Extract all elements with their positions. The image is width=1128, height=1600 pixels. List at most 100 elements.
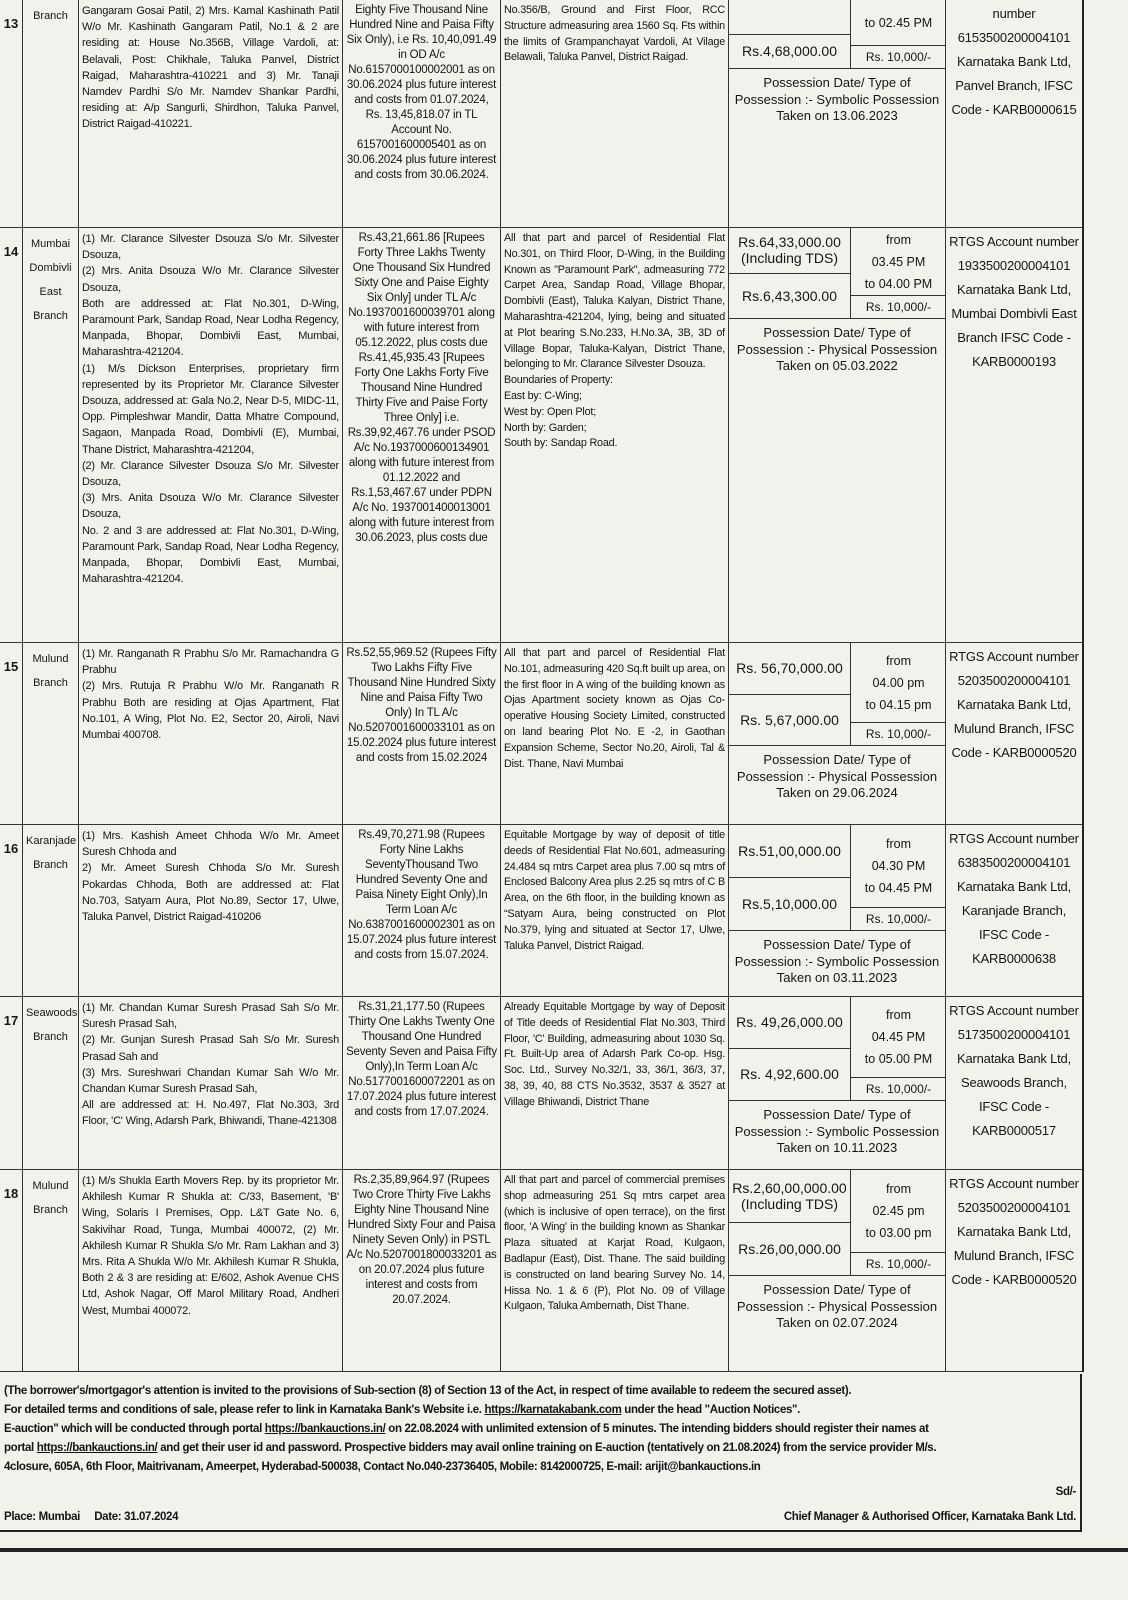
borrower-details: (1) Mrs. Kashish Ameet Chhoda W/o Mr. Am… — [78, 825, 342, 996]
auction-time-to: to 02.45 PM — [864, 15, 933, 30]
emd-cell: Rs.26,00,000.00 — [729, 1223, 850, 1275]
reserve-time-possession: Rs.4,68,000.00 to 02.45 PM Rs. 10,000/- Pos… — [728, 0, 945, 227]
price-block: Rs. 56,70,000.00 Rs. 5,67,000.00 — [729, 643, 851, 745]
auction-terms: Rs. 56,70,000.00 Rs. 5,67,000.00 from 04.00… — [729, 643, 945, 746]
auction-time-from-label: from — [886, 232, 911, 247]
emd-cell: Rs.6,43,300.00 — [729, 274, 850, 319]
signature-mark: Sd/- — [1055, 1486, 1077, 1498]
auction-time-from: 04.00 pm — [872, 675, 925, 690]
auction-time-from: 04.45 PM — [871, 1030, 926, 1044]
borrower-details: (1) Mr. Ranganath R Prabhu S/o Mr. Ramac… — [78, 643, 342, 824]
serial-number: 13 — [3, 16, 19, 31]
time-block: from 04.45 PM to 05.00 PM Rs. 10,000/- — [851, 997, 945, 1100]
time-block: to 02.45 PM Rs. 10,000/- — [851, 0, 945, 68]
reserve-time-possession: Rs. 49,26,000.00 Rs. 4,92,600.00 from 04.45… — [728, 997, 945, 1169]
rtgs-account-details: RTGS Account number 6383500200004101 Kar… — [945, 825, 1082, 996]
table-row: 14 Mumbai Dombivli East Branch (1) Mr. Cla… — [0, 228, 1082, 643]
property-description: All that part and parcel of commercial p… — [500, 1170, 728, 1371]
bankauctions-portal-link[interactable]: https://bankauctions.in/ — [36, 1442, 158, 1454]
price-block: Rs.2,60,00,000.00 (Including TDS) Rs.26,00… — [729, 1170, 851, 1275]
possession-details: Possession Date/ Type of Possession :- S… — [734, 75, 940, 123]
auction-time-from-label: from — [886, 1008, 911, 1022]
auction-terms: Rs.51,00,000.00 Rs.5,10,000.00 from 04.30 P… — [729, 825, 945, 931]
eauction-text: E-auction" which will be conducted throu… — [4, 1423, 265, 1435]
auction-time-from: 04.30 PM — [871, 859, 926, 873]
reserve-price-note: (Including TDS) — [740, 250, 838, 267]
auction-time-from-label: from — [886, 1182, 911, 1196]
time-block: from 04.30 PM to 04.45 PM Rs. 10,000/- — [851, 825, 945, 930]
bid-increment: Rs. 10,000/- — [851, 907, 945, 930]
possession-details: Possession Date/ Type of Possession :- P… — [736, 752, 938, 800]
rtgs-account-details: RTGS Account number 5203500200004101 Kar… — [945, 643, 1082, 824]
reserve-price-cell — [729, 0, 850, 35]
earnest-money-deposit: Rs.4,68,000.00 — [742, 43, 837, 60]
branch-name: Mulund Branch — [22, 643, 78, 824]
outstanding-dues: Rs.43,21,661.86 [Rupees Forty Three Lakh… — [342, 228, 500, 642]
time-block: from 04.00 pm to 04.15 pm Rs. 10,000/- — [851, 643, 945, 745]
auction-time: from 02.45 pm to 03.00 pm — [851, 1170, 945, 1252]
eauction-line: E-auction" which will be conducted throu… — [4, 1420, 1076, 1439]
table-row: 18 Mulund Branch (1) M/s Shukla Earth Move… — [0, 1170, 1082, 1372]
price-block: Rs.51,00,000.00 Rs.5,10,000.00 — [729, 825, 851, 930]
rtgs-account-details: RTGS Account number 1933500200004101 Kar… — [945, 228, 1082, 642]
borrower-details: (1) Mr. Chandan Kumar Suresh Prasad Sah … — [78, 997, 342, 1169]
auction-time-from-label: from — [886, 653, 911, 668]
bankauctions-link[interactable]: https://bankauctions.in/ — [264, 1423, 386, 1435]
borrower-details: Gangaram Gosai Patil, 2) Mrs. Kamal Kash… — [78, 0, 342, 227]
emd-cell: Rs. 4,92,600.00 — [729, 1049, 850, 1100]
reserve-price: Rs. 49,26,000.00 — [736, 1014, 843, 1031]
branch-name: Karanjade Branch — [22, 825, 78, 996]
table-row: 15 Mulund Branch (1) Mr. Ranganath R Prabh… — [0, 643, 1082, 825]
price-block: Rs. 49,26,000.00 Rs. 4,92,600.00 — [729, 997, 851, 1100]
possession-details: Possession Date/ Type of Possession :- S… — [734, 937, 940, 985]
auction-terms: Rs.2,60,00,000.00 (Including TDS) Rs.26,00… — [729, 1170, 945, 1276]
serial-number: 15 — [3, 659, 19, 674]
serial-number: 16 — [3, 841, 19, 856]
auction-time: to 02.45 PM — [851, 0, 945, 45]
table-row: 17 Seawoods Branch (1) Mr. Chandan Kumar S… — [0, 997, 1082, 1170]
time-block: from 03.45 PM to 04.00 PM Rs. 10,000/- — [851, 228, 945, 318]
auction-terms: Rs. 49,26,000.00 Rs. 4,92,600.00 from 04.45… — [729, 997, 945, 1101]
auction-time-to: to 05.00 PM — [864, 1052, 933, 1066]
possession-details: Possession Date/ Type of Possession :- P… — [736, 1282, 938, 1330]
redemption-notice: (The borrower's/mortgagor's attention is… — [4, 1385, 852, 1397]
time-block: from 02.45 pm to 03.00 pm Rs. 10,000/- — [851, 1170, 945, 1275]
serial-number: 14 — [3, 244, 19, 259]
earnest-money-deposit: Rs.6,43,300.00 — [742, 287, 837, 304]
borrower-details: (1) M/s Shukla Earth Movers Rep. by its … — [78, 1170, 342, 1371]
branch-name: Branch — [22, 0, 78, 227]
auction-notice-table: 13 Branch Gangaram Gosai Patil, 2) Mrs. Ka… — [0, 0, 1084, 1372]
auction-time-from-label: from — [886, 837, 911, 851]
outstanding-dues: Rs.31,21,177.50 (Rupees Thirty One Lakhs… — [342, 997, 500, 1169]
reserve-time-possession: Rs.51,00,000.00 Rs.5,10,000.00 from 04.30 P… — [728, 825, 945, 996]
bid-increment: Rs. 10,000/- — [851, 722, 945, 745]
borrower-details: (1) Mr. Clarance Silvester Dsouza S/o Mr… — [78, 228, 342, 642]
karnatakabank-link[interactable]: https://karnatakabank.com — [484, 1404, 622, 1416]
place-date: Place: Mumbai Date: 31.07.2024 — [4, 1508, 178, 1527]
auction-time: from 04.30 PM to 04.45 PM — [851, 825, 945, 907]
table-row: 13 Branch Gangaram Gosai Patil, 2) Mrs. Ka… — [0, 0, 1082, 228]
service-provider-contact: 4closure, 605A, 6th Floor, Maitrivanam, … — [4, 1461, 761, 1473]
emd-cell: Rs.4,68,000.00 — [729, 35, 850, 69]
property-description: Already Equitable Mortgage by way of Dep… — [500, 997, 728, 1169]
serial-number: 18 — [3, 1186, 19, 1201]
auction-time-from: 02.45 pm — [872, 1204, 925, 1218]
auction-time: from 04.45 PM to 05.00 PM — [851, 997, 945, 1077]
earnest-money-deposit: Rs. 5,67,000.00 — [740, 711, 839, 728]
notice-footer: (The borrower's/mortgagor's attention is… — [0, 1374, 1082, 1532]
price-block: Rs.64,33,000.00 (Including TDS) Rs.6,43,30… — [729, 228, 851, 318]
outstanding-dues: Rs.2,35,89,964.97 (Rupees Two Crore Thir… — [342, 1170, 500, 1371]
reserve-price-cell: Rs. 56,70,000.00 — [729, 643, 850, 695]
auction-time-to: to 04.15 pm — [865, 697, 932, 712]
property-description: No.356/B, Ground and First Floor, RCC St… — [500, 0, 728, 227]
portal-line: portal https://bankauctions.in/ and get … — [4, 1439, 1076, 1458]
eauction-text-end: on 22.08.2024 with unlimited extension o… — [385, 1423, 929, 1435]
outstanding-dues: Rs.52,55,969.52 (Rupees Fifty Two Lakhs … — [342, 643, 500, 824]
branch-name: Mulund Branch — [22, 1170, 78, 1371]
emd-cell: Rs. 5,67,000.00 — [729, 695, 850, 746]
auction-terms: Rs.64,33,000.00 (Including TDS) Rs.6,43,30… — [729, 228, 945, 319]
reserve-price: Rs. 56,70,000.00 — [736, 660, 843, 677]
bid-increment: Rs. 10,000/- — [851, 1077, 945, 1100]
page-rule-divider — [0, 1548, 1128, 1552]
property-description: All that part and parcel of Residential … — [500, 643, 728, 824]
